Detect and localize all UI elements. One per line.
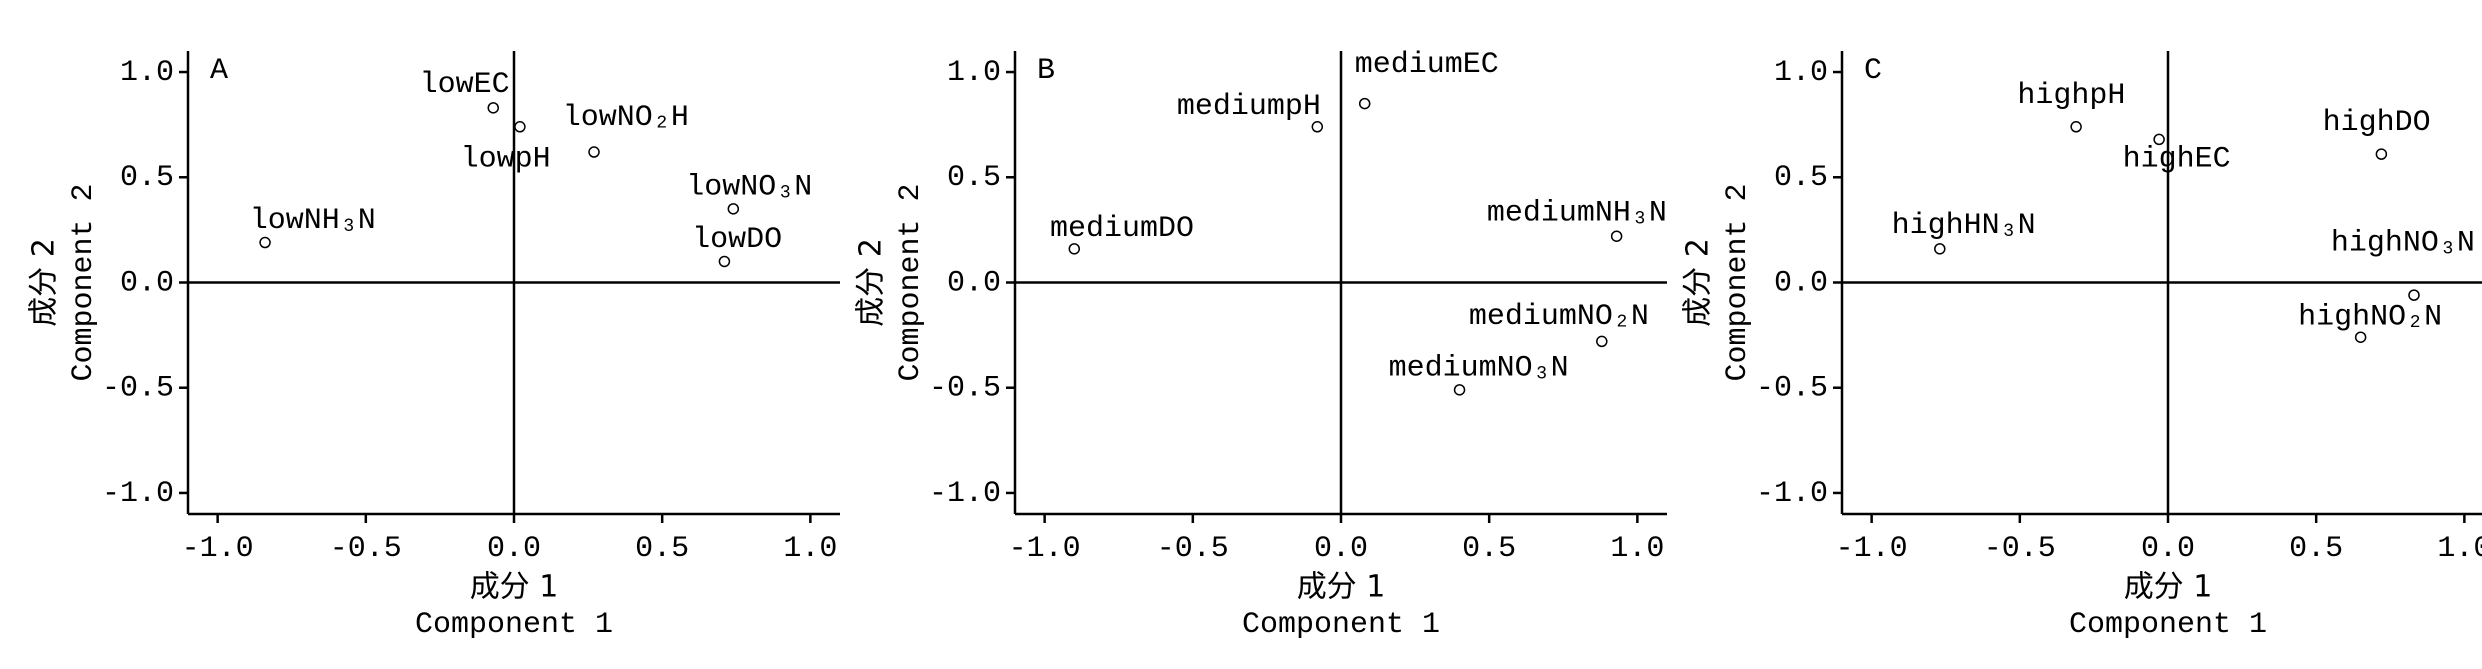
point — [1311, 121, 1324, 133]
point-label: highNO₂N — [2298, 300, 2442, 334]
x-tick-label: -0.5 — [330, 532, 402, 566]
y-tick-label: -1.0 — [929, 477, 1001, 511]
point-label: highNO₃N — [2331, 227, 2475, 261]
y-tick-label: 1.0 — [120, 56, 174, 90]
point — [2354, 331, 2367, 343]
x-tick-label: 0.0 — [1314, 532, 1368, 566]
point-label: lowEC — [420, 68, 510, 102]
x-axis-title: 成分 1 — [470, 570, 559, 605]
x-tick-label: -1.0 — [1836, 532, 1908, 566]
x-tick-label: 0.5 — [2289, 532, 2343, 566]
point-label: mediumNO₂N — [1469, 300, 1649, 334]
point-label: mediumEC — [1355, 48, 1499, 82]
point — [1453, 384, 1466, 396]
point — [487, 102, 500, 114]
panel-label: B — [1037, 54, 1055, 88]
x-tick-label: 1.0 — [2437, 532, 2482, 566]
point — [1610, 230, 1623, 242]
y-axis-title: Component 2 — [1721, 183, 1755, 381]
x-tick-label: 1.0 — [783, 532, 837, 566]
y-tick-label: 0.0 — [1774, 266, 1828, 300]
x-tick-label: -1.0 — [182, 532, 254, 566]
point-label: highpH — [2017, 79, 2125, 113]
y-tick-label: -1.0 — [102, 477, 174, 511]
point-label: mediumpH — [1177, 90, 1321, 124]
y-tick-label: 1.0 — [947, 56, 1001, 90]
y-axis-title: 成分 2 — [1681, 238, 1716, 327]
point — [514, 121, 526, 133]
x-tick-label: 1.0 — [1610, 532, 1664, 566]
point — [1596, 335, 1608, 348]
y-tick-label: 0.5 — [1774, 161, 1828, 195]
panel-label: C — [1864, 54, 1882, 88]
x-tick-label: -0.5 — [1157, 532, 1229, 566]
y-axis-title: 成分 2 — [854, 238, 889, 327]
y-tick-label: -0.5 — [1756, 372, 1828, 406]
y-axis-title: Component 2 — [894, 183, 928, 381]
x-axis-title: 成分 1 — [2124, 570, 2213, 605]
point-label: mediumNO₃N — [1389, 351, 1569, 385]
panel-label: A — [210, 54, 228, 88]
y-tick-label: 0.0 — [947, 266, 1001, 300]
point-label: highDO — [2323, 106, 2431, 140]
x-tick-label: 0.5 — [1462, 532, 1516, 566]
point-label: highHN₃N — [1892, 209, 2036, 243]
y-tick-label: 0.5 — [947, 161, 1001, 195]
x-axis-title: 成分 1 — [1297, 570, 1386, 605]
point — [2153, 133, 2165, 146]
point — [1358, 97, 1371, 110]
point-label: lowNH₃N — [250, 204, 376, 238]
point-label: mediumNH₃N — [1487, 196, 1667, 230]
point — [1934, 243, 1946, 255]
point-label: lowpH — [461, 142, 551, 176]
y-tick-label: -0.5 — [102, 372, 174, 406]
x-tick-label: -0.5 — [1984, 532, 2056, 566]
point — [588, 146, 600, 158]
point — [259, 236, 271, 249]
y-tick-label: 1.0 — [1774, 56, 1828, 90]
x-tick-label: -1.0 — [1009, 532, 1081, 566]
point — [1068, 243, 1081, 255]
point-label: lowDO — [692, 223, 782, 257]
y-tick-label: 0.0 — [120, 266, 174, 300]
x-tick-label: 0.0 — [487, 532, 541, 566]
point — [718, 255, 731, 268]
x-tick-label: 0.5 — [635, 532, 689, 566]
x-axis-title: Component 1 — [415, 608, 613, 642]
x-axis-title: Component 1 — [1242, 608, 1440, 642]
y-tick-label: 0.5 — [120, 161, 174, 195]
point — [727, 203, 740, 215]
x-tick-label: 0.0 — [2141, 532, 2195, 566]
y-axis-title: Component 2 — [67, 183, 101, 381]
y-axis-title: 成分 2 — [27, 238, 62, 327]
point-label: mediumDO — [1050, 212, 1194, 246]
point — [2070, 121, 2082, 133]
point — [2375, 148, 2388, 160]
point-label: lowNO₃N — [686, 171, 812, 205]
point — [2408, 289, 2420, 301]
point-label: highEC — [2123, 142, 2231, 176]
y-tick-label: -1.0 — [1756, 477, 1828, 511]
y-tick-label: -0.5 — [929, 372, 1001, 406]
x-axis-title: Component 1 — [2069, 608, 2267, 642]
point-label: lowNO₂H — [563, 101, 689, 135]
